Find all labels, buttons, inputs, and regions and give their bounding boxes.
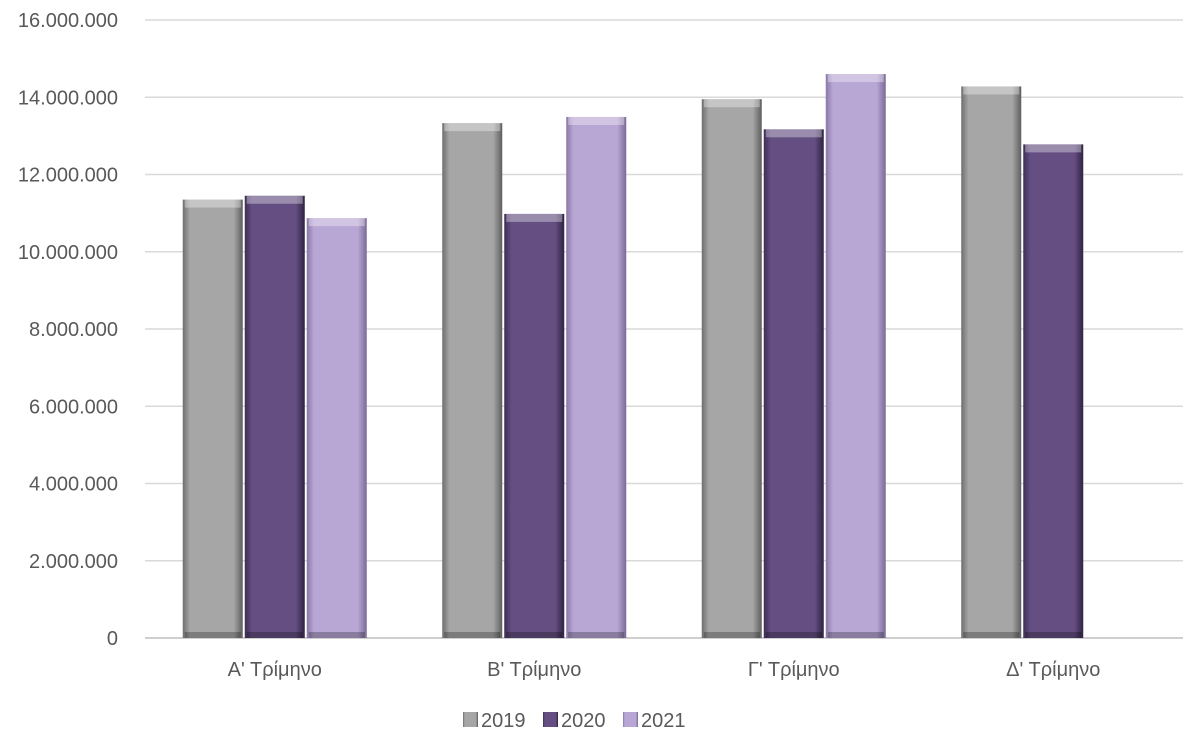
bar-bevel-bottom [184, 632, 241, 638]
bar-body [182, 199, 243, 638]
bar-2019-4 [961, 86, 1022, 638]
bar-bevel-top [444, 123, 501, 132]
bar-2020-3 [763, 129, 824, 638]
bar-2019-1 [182, 199, 243, 638]
bar-bevel-bottom [963, 632, 1020, 638]
legend-label: 2021 [641, 710, 686, 732]
y-axis-ticks: 0 2.000.000 4.000.000 6.000.000 8.000.000 10.… [18, 10, 118, 650]
bar-bevel-top [184, 199, 241, 208]
bar-2020-1 [244, 195, 305, 638]
bar-bevel-top [568, 116, 625, 125]
x-category-label: Α' Τρίμηνο [228, 659, 322, 681]
x-category-label: Δ' Τρίμηνο [1006, 659, 1100, 681]
y-tick-label: 6.000.000 [29, 396, 118, 418]
legend-item-2019[interactable]: 2019 [463, 710, 526, 732]
bar-2021-2 [566, 116, 627, 639]
bar-bevel-top [703, 99, 760, 108]
bar-2020-4 [1023, 144, 1084, 638]
bar-body [1023, 144, 1084, 638]
bar-body [961, 86, 1022, 638]
bar-2021-1 [306, 218, 367, 639]
y-tick-label: 16.000.000 [18, 10, 118, 32]
bar-2020-2 [504, 213, 565, 638]
bar-bevel-bottom [827, 632, 884, 638]
bar-bevel-bottom [703, 632, 760, 638]
bar-bevel-top [1025, 144, 1082, 153]
legend-swatch [623, 712, 638, 727]
bar-body [763, 129, 824, 638]
bar-body [244, 195, 305, 638]
legend-label: 2020 [561, 710, 606, 732]
bars [182, 74, 1084, 639]
bar-body [566, 116, 627, 639]
bar-bevel-bottom [1025, 632, 1082, 638]
legend-swatch [543, 712, 558, 727]
y-tick-label: 4.000.000 [29, 474, 118, 496]
bar-body [701, 99, 762, 638]
bar-bevel-top [765, 129, 822, 138]
y-tick-label: 0 [107, 628, 118, 650]
bar-bevel-top [827, 74, 884, 83]
y-tick-label: 14.000.000 [18, 87, 118, 109]
bar-2019-2 [442, 123, 503, 638]
bar-2019-3 [701, 99, 762, 638]
x-axis-categories: Α' Τρίμηνο Β' Τρίμηνο Γ' Τρίμηνο Δ' Τρίμηνο [228, 659, 1101, 681]
legend: 2019 2020 2021 [463, 710, 686, 732]
legend-label: 2019 [481, 710, 526, 732]
bar-bevel-bottom [444, 632, 501, 638]
bar-body [504, 213, 565, 638]
bar-bevel-top [308, 218, 365, 227]
legend-item-2020[interactable]: 2020 [543, 710, 606, 732]
y-tick-label: 10.000.000 [18, 242, 118, 264]
bar-body [825, 74, 886, 638]
y-tick-label: 8.000.000 [29, 319, 118, 341]
y-tick-label: 2.000.000 [29, 551, 118, 573]
bar-body [306, 218, 367, 639]
bar-bevel-top [246, 195, 303, 204]
bar-2021-3 [825, 74, 886, 638]
x-category-label: Β' Τρίμηνο [487, 659, 581, 681]
bar-bevel-bottom [246, 632, 303, 638]
x-category-label: Γ' Τρίμηνο [748, 659, 840, 681]
bar-bevel-bottom [765, 632, 822, 638]
bar-bevel-bottom [568, 632, 625, 638]
bar-bevel-top [506, 213, 563, 222]
legend-swatch [463, 712, 478, 727]
y-tick-label: 12.000.000 [18, 165, 118, 187]
legend-item-2021[interactable]: 2021 [623, 710, 686, 732]
bar-bevel-bottom [506, 632, 563, 638]
bar-bevel-top [963, 86, 1020, 95]
bar-bevel-bottom [308, 632, 365, 638]
bar-body [442, 123, 503, 638]
